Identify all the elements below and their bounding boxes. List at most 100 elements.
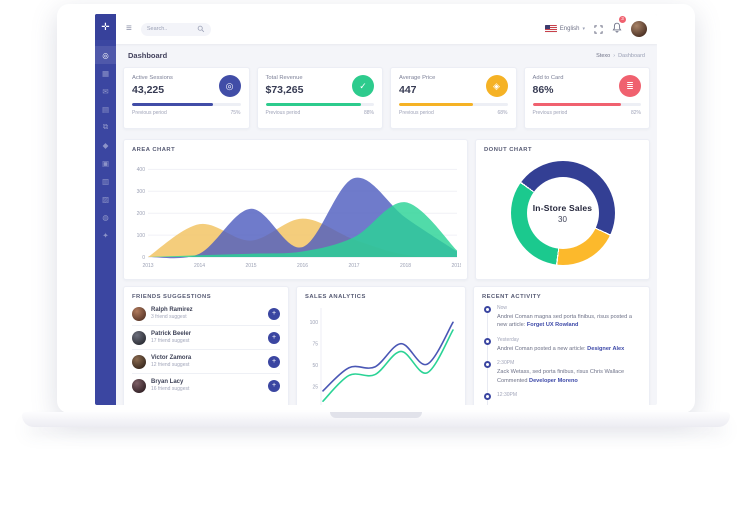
friends-title: FRIENDS SUGGESTIONS <box>132 294 212 300</box>
content: Active Sessions 43,225 ◎ Previous period… <box>116 67 657 405</box>
language-label: English <box>559 26 580 32</box>
friend-name: Victor Zamora <box>151 355 192 361</box>
menu-toggle-icon[interactable]: ≡ <box>126 23 132 34</box>
area-chart-card: AREA CHART 0 100 200 300 400 2013 2014 2015 2016… <box>123 139 468 280</box>
page-header: Dashboard Stexo › Dashboard <box>116 44 657 67</box>
brand-logo-icon[interactable]: ✛ <box>95 14 116 40</box>
donut-center-label: In-Store Sales <box>532 202 593 213</box>
laptop-notch <box>330 412 422 418</box>
breadcrumb-separator: › <box>613 52 616 59</box>
add-friend-button[interactable]: + <box>268 379 280 392</box>
notifications-button[interactable]: 3 <box>612 16 626 38</box>
breadcrumb: Stexo › Dashboard <box>596 53 645 59</box>
search-box[interactable] <box>140 22 211 36</box>
activity-list: Now Andrei Coman magna sed porta finibus,… <box>484 305 641 405</box>
breadcrumb-root[interactable]: Stexo <box>596 52 611 59</box>
area-chart-title: AREA CHART <box>132 147 176 153</box>
timeline-dot-icon <box>484 306 491 313</box>
cart-stack-icon: ≣ <box>619 75 641 97</box>
stat-card-total-revenue: Total Revenue $73,265 ✓ Previous period … <box>256 67 383 129</box>
activity-link[interactable]: Designer Alex <box>587 345 625 352</box>
sidebar-item-charts-icon[interactable]: ▥ <box>101 176 110 186</box>
progress-bar <box>132 103 241 106</box>
main-area: ≡ English ▾ <box>116 14 657 405</box>
friends-list: Ralph Ramirez 3 friend suggest + Patrick Be… <box>124 300 288 397</box>
sales-line-chart: 25 50 75 100 <box>310 308 454 405</box>
sidebar-item-ui-elements-icon[interactable]: ▦ <box>101 68 110 78</box>
svg-text:2015: 2015 <box>245 263 256 269</box>
sidebar-item-tables-icon[interactable]: ▨ <box>101 194 110 204</box>
svg-text:0: 0 <box>142 255 145 261</box>
stat-title: Add to Card <box>532 75 564 81</box>
friend-name: Patrick Beeler <box>151 331 192 337</box>
previous-period-label: Previous period <box>132 110 167 116</box>
sidebar-item-email-icon[interactable]: ✉ <box>102 86 109 96</box>
revenue-icon: ✓ <box>352 75 374 97</box>
sidebar-item-calendar-icon[interactable]: ▤ <box>101 104 110 114</box>
notification-badge: 3 <box>619 16 626 23</box>
charts-row: AREA CHART 0 100 200 300 400 2013 2014 2015 2016… <box>123 139 650 280</box>
sidebar-item-pages-icon[interactable]: ✦ <box>102 230 109 240</box>
svg-text:400: 400 <box>137 167 146 173</box>
previous-period-label: Previous period <box>532 110 568 116</box>
svg-text:2019: 2019 <box>451 263 461 269</box>
previous-period-value: 75% <box>230 110 241 116</box>
friend-meta: 16 friend suggest <box>151 386 190 392</box>
sidebar-item-forms-icon[interactable]: ▣ <box>101 158 110 168</box>
search-input[interactable] <box>146 26 197 32</box>
stat-card-average-price: Average Price 447 ◈ Previous period 68% <box>390 67 517 129</box>
timeline-dot-icon <box>484 337 491 345</box>
fullscreen-icon[interactable] <box>594 24 603 34</box>
progress-bar <box>532 103 641 106</box>
activity-item: 12:30PM <box>484 392 641 400</box>
activity-item: Yesterday Andrei Coman posted a new artic… <box>484 337 641 353</box>
us-flag-icon <box>544 25 557 33</box>
sessions-icon: ◎ <box>218 75 241 97</box>
svg-text:2018: 2018 <box>400 263 411 269</box>
widgets-row: FRIENDS SUGGESTIONS Ralph Ramirez 3 frien… <box>123 286 650 405</box>
add-friend-button[interactable]: + <box>268 331 280 344</box>
friend-meta: 3 friend suggest <box>151 314 187 320</box>
previous-period-value: 88% <box>363 110 374 116</box>
progress-bar <box>265 103 374 106</box>
sidebar-item-widgets-icon[interactable]: ◆ <box>102 140 109 150</box>
svg-text:300: 300 <box>137 189 146 195</box>
sidebar-item-icons-icon[interactable]: ◍ <box>102 212 109 222</box>
activity-link[interactable]: Forget UX Rowland <box>526 322 579 329</box>
svg-text:50: 50 <box>312 363 318 369</box>
svg-text:2013: 2013 <box>142 263 153 269</box>
svg-text:75: 75 <box>312 342 318 348</box>
donut-chart-title: DONUT CHART <box>484 147 533 153</box>
search-icon <box>197 25 205 33</box>
add-friend-button[interactable]: + <box>268 307 280 320</box>
breadcrumb-current: Dashboard <box>618 52 645 59</box>
activity-time: Yesterday <box>497 336 520 343</box>
laptop-screen: ✛ ◎ ▦ ✉ ▤ ⧉ ◆ ▣ ▥ ▨ ◍ ✦ ≡ <box>57 4 695 413</box>
svg-text:100: 100 <box>310 320 319 326</box>
friend-row: Victor Zamora 12 friend suggest + <box>132 350 280 374</box>
activity-time: Now <box>497 305 508 311</box>
friend-avatar <box>132 378 146 393</box>
previous-period-label: Previous period <box>399 110 434 116</box>
stat-value: 43,225 <box>132 84 165 96</box>
recent-activity-card: RECENT ACTIVITY Now Andrei Coman magna se… <box>473 286 650 405</box>
sidebar-item-components-icon[interactable]: ⧉ <box>102 122 109 131</box>
svg-text:100: 100 <box>137 233 146 239</box>
language-selector[interactable]: English ▾ <box>544 25 585 33</box>
svg-text:200: 200 <box>137 211 146 217</box>
laptop-base <box>22 412 730 427</box>
previous-period-label: Previous period <box>265 110 301 116</box>
svg-text:2016: 2016 <box>297 263 308 269</box>
friend-row: Ralph Ramirez 3 friend suggest + <box>132 302 280 326</box>
svg-text:2014: 2014 <box>194 263 205 269</box>
bell-icon <box>612 22 622 33</box>
user-avatar[interactable] <box>631 21 647 37</box>
previous-period-value: 82% <box>630 110 641 116</box>
activity-link[interactable]: Developer Moreno <box>529 377 578 384</box>
topbar-actions: English ▾ 3 <box>544 16 647 38</box>
stat-value: 447 <box>399 84 417 96</box>
stat-title: Average Price <box>399 75 436 81</box>
sidebar-item-dashboard-icon[interactable]: ◎ <box>95 46 116 64</box>
add-friend-button[interactable]: + <box>268 355 280 368</box>
